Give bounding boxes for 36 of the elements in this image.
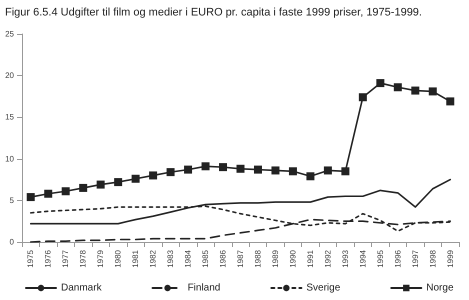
x-tick-label: 1983 [166,249,176,268]
x-tick-label: 1992 [323,249,332,268]
x-tick-label: 1996 [393,249,402,268]
y-tick-label: 5 [10,196,15,205]
x-tick-label: 1985 [201,249,210,268]
x-tick-label: 1995 [376,249,385,268]
x-tick-label: 1977 [61,249,70,268]
legend-label: Sverige [306,282,341,294]
x-tick-label: 1980 [114,249,123,268]
chart-title: Figur 6.5.4 Udgifter til film og medier i EURO pr. capita i faste 1999 priser, 1975-1999. [5,6,422,18]
y-tick-label: 15 [5,112,15,122]
x-tick-label: 1986 [218,249,228,268]
x-tick-label: 1988 [253,249,262,268]
legend-label: Danmark [61,282,103,294]
y-tick-label: 0 [10,238,15,246]
x-tick-label: 1976 [44,249,53,268]
x-tick-label: 1990 [288,249,298,268]
x-tick-label: 1999 [446,249,455,268]
legend-label: Norge [426,282,454,294]
x-tick-label: 1994 [358,249,368,268]
x-tick-label: 1979 [96,249,106,268]
x-tick-label: 1984 [184,249,193,268]
x-tick-label: 1993 [340,249,350,268]
x-tick-label: 1982 [148,249,158,268]
y-tick-label: 25 [5,30,15,38]
legend-label: Finland [188,282,220,294]
x-tick-label: 1978 [78,249,88,268]
y-tick-label: 20 [5,71,15,80]
x-tick-label: 1997 [410,249,420,268]
y-tick-label: 10 [5,154,15,164]
x-tick-label: 1989 [270,249,280,268]
x-tick-label: 1998 [428,249,438,268]
x-tick-label: 1975 [26,249,36,268]
x-tick-label: 1981 [131,249,140,268]
x-tick-label: 1987 [236,249,245,268]
x-tick-label: 1991 [306,249,315,268]
